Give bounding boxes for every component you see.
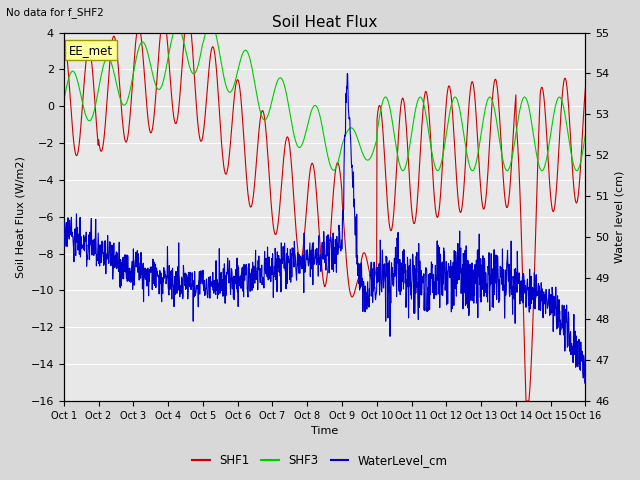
Y-axis label: Soil Heat Flux (W/m2): Soil Heat Flux (W/m2)	[15, 156, 25, 277]
Text: EE_met: EE_met	[69, 44, 113, 57]
X-axis label: Time: Time	[311, 426, 339, 436]
Text: No data for f_SHF2: No data for f_SHF2	[6, 7, 104, 18]
Legend: SHF1, SHF3, WaterLevel_cm: SHF1, SHF3, WaterLevel_cm	[188, 449, 452, 472]
Y-axis label: Water level (cm): Water level (cm)	[615, 170, 625, 263]
Title: Soil Heat Flux: Soil Heat Flux	[272, 15, 378, 30]
